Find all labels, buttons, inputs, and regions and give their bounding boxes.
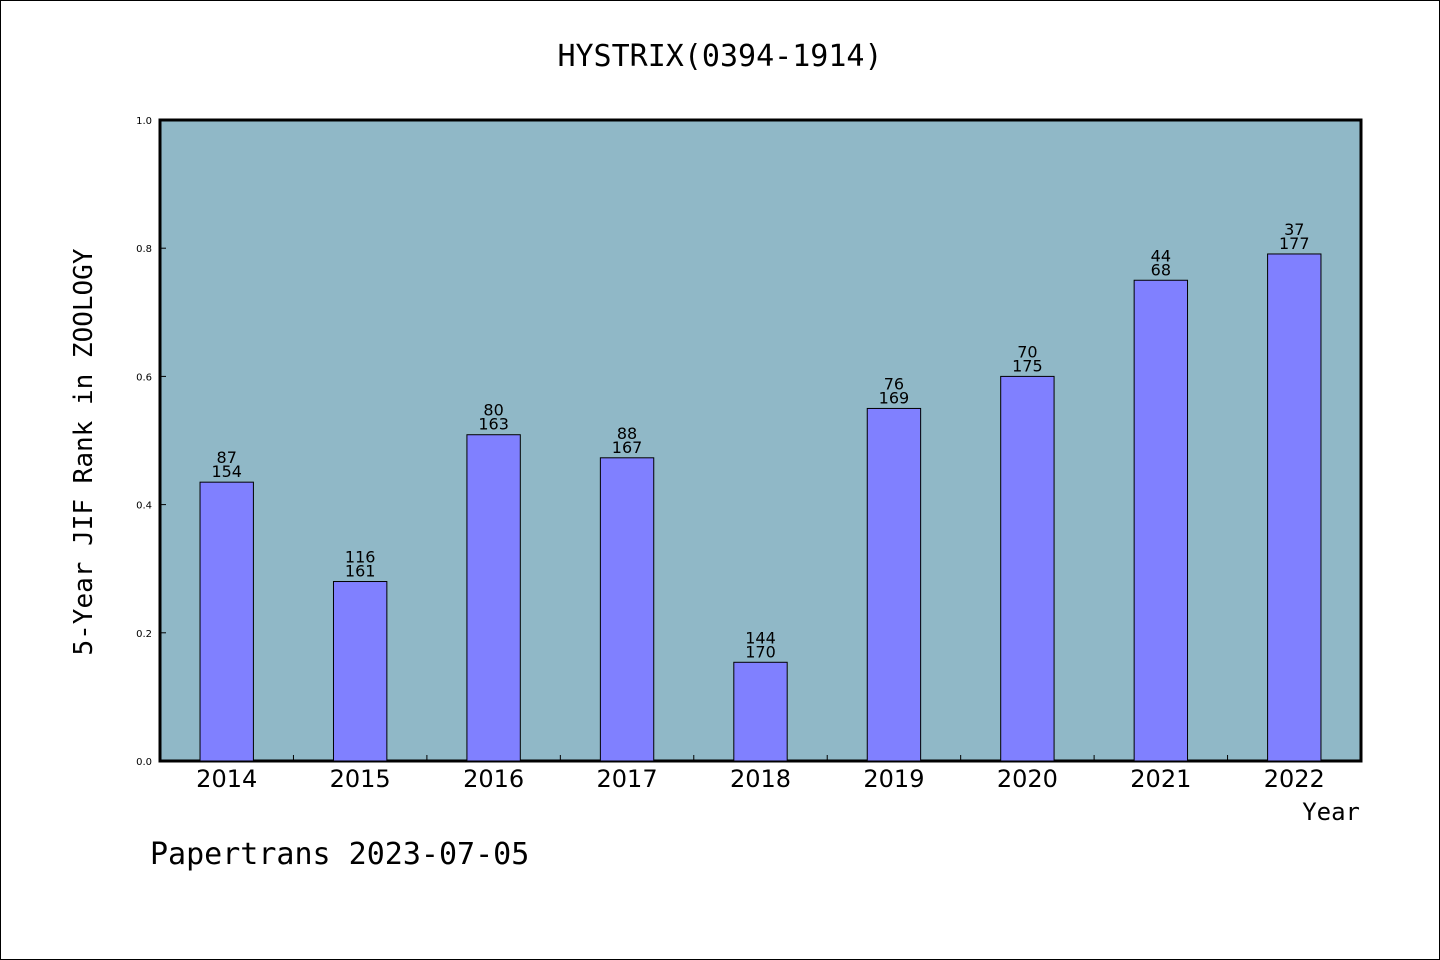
total-label-2015: 161 (345, 562, 376, 581)
bar-2015 (332, 581, 388, 762)
rank-label-2015: 116 (345, 548, 376, 567)
bar-2016 (466, 434, 521, 762)
y-tick-label: 0.0 (136, 757, 152, 768)
bar-2020 (1000, 375, 1055, 762)
x-tick-label-2014: 2014 (196, 765, 257, 793)
y-axis: 0.0 0.2 0.4 0.6 0.8 1.0 (136, 116, 166, 768)
x-tick-label-2017: 2017 (597, 765, 658, 793)
total-label-2017: 167 (612, 438, 643, 457)
y-tick-label: 0.8 (136, 244, 152, 255)
x-tick-label-2015: 2015 (330, 765, 391, 793)
rank-label-2022: 37 (1284, 220, 1304, 239)
bar-2021 (1133, 279, 1189, 762)
y-tick-label: 1.0 (136, 116, 152, 127)
y-tick-label: 0.4 (136, 501, 152, 512)
total-label-2014: 154 (211, 462, 242, 481)
rank-label-2018: 144 (745, 628, 776, 647)
x-tick-label-2020: 2020 (997, 765, 1058, 793)
bar-2019 (866, 407, 922, 762)
y-tick-label: 0.2 (136, 629, 152, 640)
total-label-2018: 170 (745, 642, 776, 661)
bar-2018 (733, 661, 788, 762)
rank-label-2016: 80 (483, 401, 503, 420)
total-label-2022: 177 (1279, 234, 1310, 253)
total-label-2019: 169 (879, 388, 910, 407)
bar-2017 (599, 457, 655, 762)
bar-2022 (1267, 253, 1322, 762)
rank-label-2021: 44 (1151, 246, 1171, 265)
rank-label-2020: 70 (1017, 342, 1037, 361)
total-label-2021: 68 (1151, 260, 1171, 279)
x-tick-label-2019: 2019 (863, 765, 924, 793)
rank-label-2014: 87 (217, 448, 237, 467)
rank-label-2017: 88 (617, 424, 637, 443)
footer-credit: Papertrans 2023-07-05 (150, 837, 529, 872)
chart-title: HYSTRIX(0394-1914) (557, 39, 882, 74)
x-tick-label-2018: 2018 (730, 765, 791, 793)
x-axis: 2014 2015 2016 2017 2018 2019 2020 2021 2022 (196, 755, 1325, 793)
total-label-2016: 163 (478, 415, 509, 434)
x-tick-label-2021: 2021 (1130, 765, 1191, 793)
bar-2014 (199, 481, 254, 762)
x-tick-label-2016: 2016 (463, 765, 524, 793)
x-axis-label: Year (1302, 798, 1360, 826)
total-label-2020: 175 (1012, 356, 1043, 375)
y-tick-label: 0.6 (136, 372, 152, 383)
rank-label-2019: 76 (884, 374, 904, 393)
x-tick-label-2022: 2022 (1264, 765, 1325, 793)
y-axis-label: 5-Year JIF Rank in ZOOLOGY (69, 248, 99, 655)
